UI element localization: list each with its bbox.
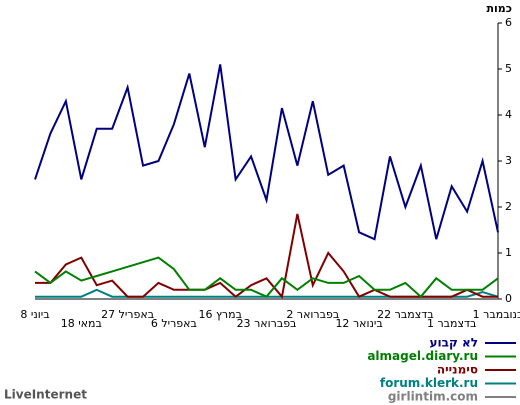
chart-title: כמות [487,2,512,15]
legend-label: סימנייה [437,363,478,377]
legend-label: almagel.diary.ru [367,349,478,363]
y-tick-label: 0 [505,292,512,305]
x-tick-label: 1 בדצמבר [427,317,476,330]
series-line [34,64,499,241]
x-tick-label: 18 במאי [61,317,102,330]
x-tick-label: 22 בדצמבר [377,308,433,321]
x-tick-label: 1 בנובמבר [473,308,520,321]
series-line [35,213,498,299]
x-tick-label: 2 בפברואר [286,308,339,321]
x-tick-label: 27 באפריל [101,308,154,321]
y-tick-label: 2 [505,200,512,213]
x-tick-label: 8 ביוני [20,308,49,321]
x-tick-label: 23 בפברואר [237,317,297,330]
x-tick-label: 12 בינואר [335,317,382,330]
y-tick-label: 5 [505,62,512,75]
y-tick-label: 6 [505,16,512,29]
legend-label: girlintim.com [388,390,478,404]
legend-label: לא קבוע [430,336,478,350]
x-tick-label: 6 באפריל [151,317,197,330]
y-tick-label: 3 [505,154,512,167]
y-tick-label: 1 [505,246,512,259]
legend-label: forum.klerk.ru [380,376,478,390]
x-tick-label: 16 במרץ [198,308,241,321]
y-tick-label: 4 [505,108,512,121]
series-line [34,256,499,299]
credit: LiveInternet [4,388,87,402]
